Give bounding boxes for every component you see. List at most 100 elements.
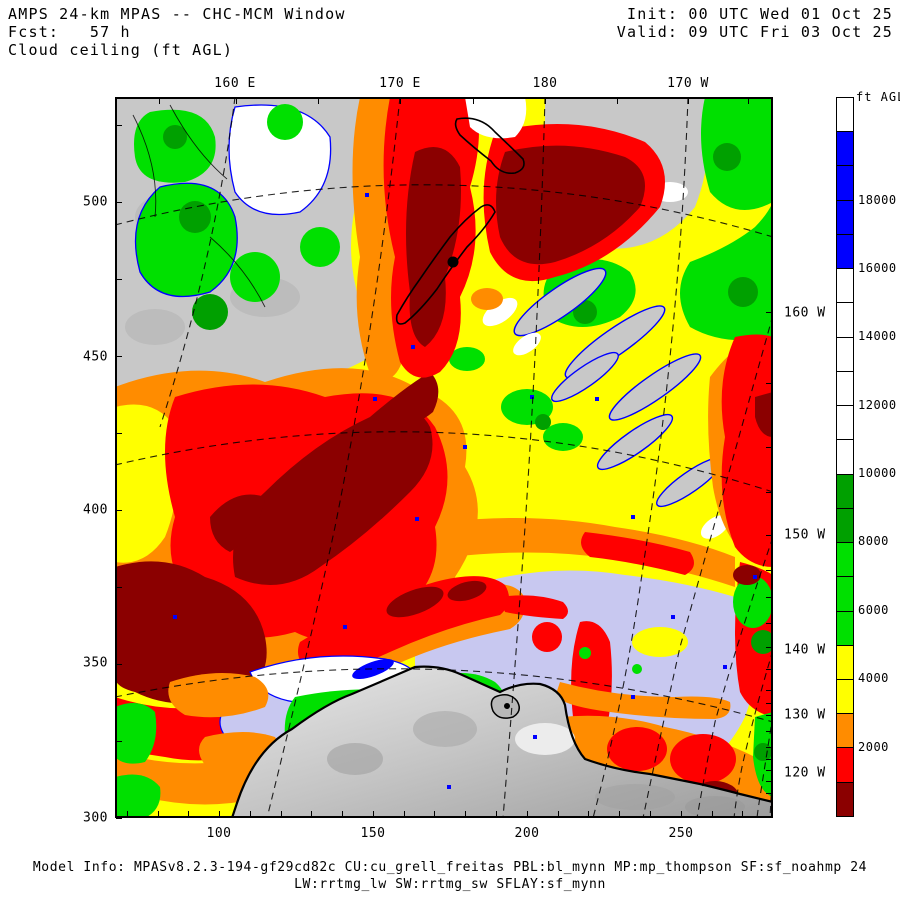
axis-tick <box>558 811 559 817</box>
axis-tick <box>159 98 160 104</box>
colorbar-cell <box>837 233 853 269</box>
left-axis-label: 350 <box>83 655 108 671</box>
colorbar-cell <box>837 713 853 748</box>
axis-tick <box>766 715 772 716</box>
init-time: Init: 00 UTC Wed 01 Oct 25 <box>627 5 893 23</box>
page-title: AMPS 24-km MPAS -- CHC-MCM Window <box>8 5 346 23</box>
axis-tick <box>766 312 772 313</box>
graticule <box>115 97 773 818</box>
axis-tick <box>158 811 159 817</box>
colorbar-cell <box>837 610 853 645</box>
axis-tick <box>116 664 122 665</box>
axis-tick <box>527 811 528 817</box>
axis-tick <box>116 433 122 434</box>
axis-tick <box>688 98 689 104</box>
axis-tick <box>116 818 122 819</box>
colorbar-cell <box>837 98 853 132</box>
colorbar-cell <box>837 781 853 816</box>
axis-tick <box>766 731 772 732</box>
colorbar-cell <box>837 165 853 200</box>
axis-tick <box>496 811 497 817</box>
model-info-line1: Model Info: MPASv8.2.3-194-gf29cd82c CU:… <box>32 860 868 875</box>
right-axis-label: 130 W <box>784 707 826 723</box>
contour-lines <box>132 104 266 308</box>
axis-tick <box>465 811 466 817</box>
forecast-hour: Fcst: 57 h <box>8 23 131 41</box>
colorbar-label: 16000 <box>858 260 897 275</box>
axis-tick <box>127 811 128 817</box>
colorbar-cell <box>837 439 853 474</box>
ceiling-colorbar <box>836 97 854 817</box>
axis-tick <box>766 647 772 648</box>
colorbar-label: 12000 <box>858 397 897 412</box>
axis-tick <box>681 811 682 817</box>
bottom-axis-label: 250 <box>668 826 694 841</box>
weather-map-plot <box>115 97 773 818</box>
map-border <box>115 97 773 818</box>
colorbar-cell <box>837 576 853 611</box>
axis-tick <box>250 811 251 817</box>
top-axis-label: 180 <box>532 76 558 91</box>
colorbar-cell <box>837 678 853 714</box>
colorbar-label: 18000 <box>858 192 897 207</box>
axis-tick <box>588 811 589 817</box>
axis-tick <box>404 811 405 817</box>
left-axis-label: 500 <box>83 194 108 210</box>
axis-tick <box>766 535 772 536</box>
axis-tick <box>766 383 772 384</box>
top-axis-label: 160 E <box>214 76 256 91</box>
field-name: Cloud ceiling (ft AGL) <box>8 41 234 59</box>
axis-tick <box>434 811 435 817</box>
axis-tick <box>766 747 772 748</box>
colorbar-cell <box>837 644 853 679</box>
axis-tick <box>766 793 772 794</box>
bottom-axis-label: 150 <box>360 826 386 841</box>
right-axis-label: 160 W <box>784 305 826 321</box>
axis-tick <box>473 98 474 104</box>
axis-tick <box>766 690 772 691</box>
axis-tick <box>766 770 772 771</box>
axis-tick <box>545 98 546 104</box>
colorbar-cell <box>837 473 853 508</box>
top-axis-label: 170 W <box>667 76 709 91</box>
right-axis-label: 120 W <box>784 765 826 781</box>
bottom-axis-label: 200 <box>514 826 540 841</box>
colorbar-cell <box>837 370 853 406</box>
colorbar-cell <box>837 336 853 371</box>
axis-tick <box>373 811 374 817</box>
axis-tick <box>650 811 651 817</box>
cloud-ceiling-field <box>115 97 773 818</box>
left-axis-label: 450 <box>83 349 108 365</box>
axis-tick <box>116 741 122 742</box>
blue-fringe-speckles <box>173 193 757 789</box>
axis-tick <box>342 811 343 817</box>
axis-tick <box>766 669 772 670</box>
axis-tick <box>766 623 772 624</box>
axis-tick <box>116 125 122 126</box>
axis-tick <box>766 703 772 704</box>
colorbar-cell <box>837 199 853 234</box>
colorbar-units-label: ft AGL <box>856 90 900 104</box>
christchurch-marker <box>447 256 459 268</box>
colorbar-label: 8000 <box>858 534 889 549</box>
axis-tick <box>311 811 312 817</box>
colorbar-cell <box>837 405 853 440</box>
axis-tick <box>116 279 122 280</box>
left-axis-label: 400 <box>83 502 108 518</box>
left-axis-label: 300 <box>83 810 108 826</box>
colorbar-label: 4000 <box>858 671 889 686</box>
axis-tick <box>766 570 772 571</box>
valid-time: Valid: 09 UTC Fri 03 Oct 25 <box>616 23 893 41</box>
axis-tick <box>116 356 122 357</box>
colorbar-label: 14000 <box>858 329 897 344</box>
axis-tick <box>766 781 772 782</box>
axis-tick <box>766 447 772 448</box>
axis-tick <box>742 811 743 817</box>
axis-tick <box>400 98 401 104</box>
top-axis-label: 170 E <box>379 76 421 91</box>
colorbar-cell <box>837 268 853 303</box>
colorbar-label: 2000 <box>858 739 889 754</box>
colorbar-cell <box>837 747 853 782</box>
axis-tick <box>236 98 237 104</box>
axis-tick <box>116 587 122 588</box>
